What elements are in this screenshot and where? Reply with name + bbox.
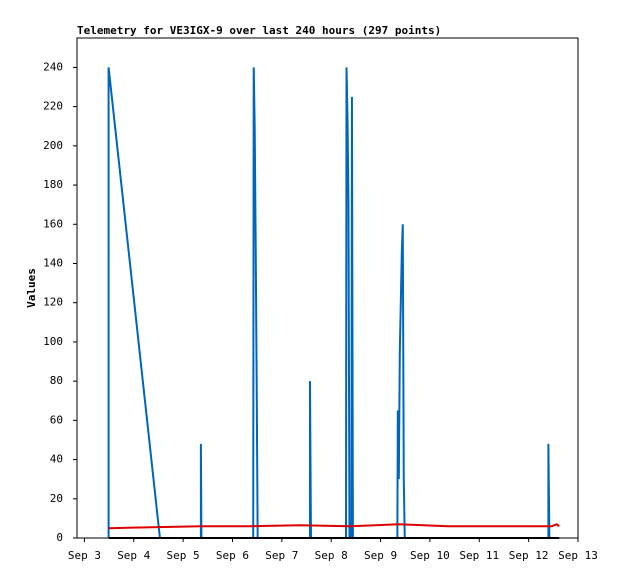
y-tick-label: 20 (50, 492, 63, 505)
x-tick-label: Sep 5 (167, 549, 200, 562)
x-tick-label: Sep 12 (509, 549, 549, 562)
x-tick-label: Sep 4 (117, 549, 150, 562)
y-tick-label: 0 (56, 531, 63, 544)
x-tick-label: Sep 3 (68, 549, 101, 562)
y-tick-label: 120 (43, 296, 63, 309)
x-tick-label: Sep 10 (410, 549, 450, 562)
y-tick-label: 160 (43, 217, 63, 230)
y-tick-label: 60 (50, 413, 63, 426)
x-tick-label: Sep 7 (265, 549, 298, 562)
x-tick-label: Sep 13 (558, 549, 598, 562)
y-tick-label: 200 (43, 139, 63, 152)
y-tick-label: 240 (43, 60, 63, 73)
chart-title: Telemetry for VE3IGX-9 over last 240 hou… (77, 24, 441, 37)
x-tick-label: Sep 9 (364, 549, 397, 562)
x-tick-label: Sep 6 (216, 549, 249, 562)
series-line (108, 523, 560, 530)
y-tick-label: 80 (50, 374, 63, 387)
y-tick-label: 100 (43, 335, 63, 348)
y-tick-label: 180 (43, 178, 63, 191)
y-axis-label: Values (25, 268, 38, 308)
x-tick-label: Sep 8 (315, 549, 348, 562)
y-tick-label: 220 (43, 100, 63, 113)
y-tick-label: 40 (50, 453, 63, 466)
y-tick-label: 140 (43, 256, 63, 269)
x-tick-label: Sep 11 (459, 549, 499, 562)
